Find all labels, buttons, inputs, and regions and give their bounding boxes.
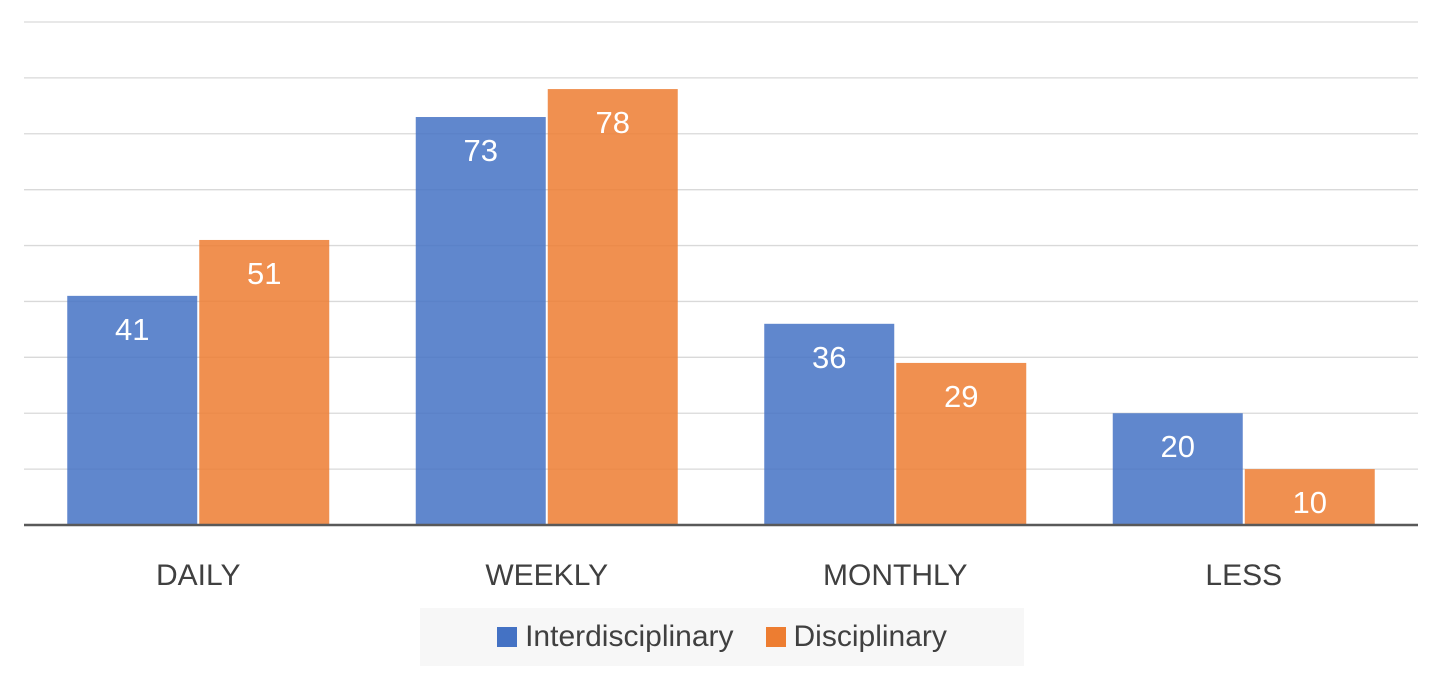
data-label-interdisciplinary-less: 20 xyxy=(1161,429,1195,464)
data-label-disciplinary-monthly: 29 xyxy=(944,379,978,414)
category-label-monthly: MONTHLY xyxy=(823,559,967,592)
category-label-daily: DAILY xyxy=(156,559,240,592)
legend-swatch-disciplinary xyxy=(765,627,786,647)
bar-disciplinary-monthly xyxy=(896,362,1027,525)
legend-swatch-interdisciplinary xyxy=(497,627,518,647)
category-label-less: LESS xyxy=(1205,559,1282,592)
bar-interdisciplinary-daily xyxy=(67,295,198,525)
bar-interdisciplinary-weekly xyxy=(415,117,546,525)
data-label-disciplinary-daily: 51 xyxy=(247,256,281,291)
bar-interdisciplinary-monthly xyxy=(764,323,895,525)
legend-item-disciplinary: Disciplinary xyxy=(765,620,947,654)
data-label-disciplinary-weekly: 78 xyxy=(596,105,630,140)
legend-item-interdisciplinary: Interdisciplinary xyxy=(497,620,734,654)
bar-interdisciplinary-less xyxy=(1112,413,1243,525)
legend-label-interdisciplinary: Interdisciplinary xyxy=(525,620,734,653)
bar-chart: 41 51 73 78 36 29 20 10 DAILY WEEKLY MONTHLY LESS xyxy=(24,21,1418,592)
data-label-interdisciplinary-daily: 41 xyxy=(115,312,149,347)
legend: Interdisciplinary Disciplinary xyxy=(420,608,1024,666)
data-label-disciplinary-less: 10 xyxy=(1293,485,1327,520)
data-labels: 41 51 73 78 36 29 20 10 xyxy=(115,105,1327,520)
data-label-interdisciplinary-weekly: 73 xyxy=(464,133,498,168)
bar-disciplinary-less xyxy=(1244,469,1375,525)
category-labels: DAILY WEEKLY MONTHLY LESS xyxy=(156,559,1282,592)
category-label-weekly: WEEKLY xyxy=(485,559,608,592)
bar-disciplinary-daily xyxy=(199,239,330,525)
bar-disciplinary-weekly xyxy=(547,89,678,526)
data-label-interdisciplinary-monthly: 36 xyxy=(812,340,846,375)
bars xyxy=(67,89,1375,526)
legend-label-disciplinary: Disciplinary xyxy=(793,620,947,653)
